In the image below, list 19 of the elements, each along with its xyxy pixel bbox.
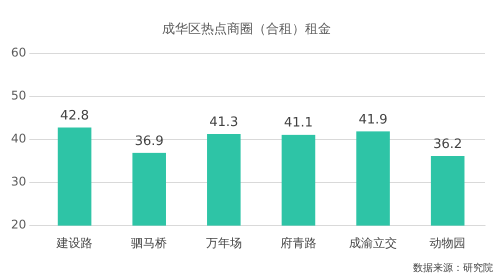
x-tick-label: 万年场 [206, 236, 242, 250]
x-tick-label: 府青路 [280, 236, 316, 250]
chart-title: 成华区热点商圈（合租）租金 [162, 22, 331, 38]
y-tick-label: 50 [10, 88, 26, 103]
x-tick-label: 建设路 [56, 236, 93, 250]
y-tick-label: 20 [10, 218, 26, 232]
data-label: 41.3 [209, 114, 238, 130]
data-label: 42.8 [60, 108, 90, 124]
y-tick-label: 60 [10, 46, 26, 60]
x-tick-label: 成渝立交 [349, 236, 398, 250]
y-tick-label: 30 [10, 174, 26, 189]
x-tick-label: 动物园 [430, 236, 466, 250]
data-label: 36.9 [134, 134, 164, 149]
data-label: 41.1 [284, 116, 313, 131]
data-label: 41.9 [358, 112, 388, 128]
x-tick-label: 驷马桥 [131, 236, 168, 250]
source-note: 数据来源：研究院 [413, 262, 493, 275]
y-tick-label: 40 [10, 132, 26, 146]
data-label: 36.2 [433, 136, 462, 152]
